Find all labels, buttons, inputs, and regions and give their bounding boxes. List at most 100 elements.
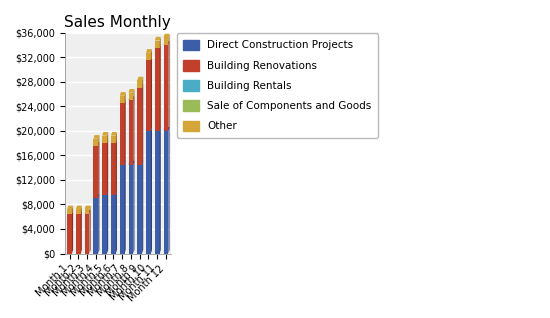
Polygon shape (81, 206, 82, 214)
Polygon shape (111, 132, 117, 136)
Polygon shape (72, 210, 73, 253)
Polygon shape (129, 161, 135, 164)
Polygon shape (67, 206, 73, 209)
Bar (138, 88, 142, 164)
Bar (146, 131, 151, 253)
Bar (76, 214, 81, 253)
Polygon shape (90, 210, 91, 253)
Polygon shape (116, 191, 117, 253)
Bar (146, 60, 151, 131)
Bar (67, 214, 72, 253)
Polygon shape (160, 37, 161, 48)
Polygon shape (94, 142, 100, 146)
Polygon shape (138, 77, 143, 80)
Bar (146, 53, 151, 60)
Polygon shape (111, 139, 117, 143)
Polygon shape (142, 77, 143, 88)
Polygon shape (160, 44, 161, 131)
Polygon shape (129, 89, 135, 93)
Legend: Direct Construction Projects, Building Renovations, Building Rentals, Sale of Co: Direct Construction Projects, Building R… (177, 33, 378, 138)
Polygon shape (120, 161, 126, 164)
Polygon shape (98, 195, 100, 253)
Polygon shape (163, 34, 169, 38)
Bar (94, 139, 98, 146)
Polygon shape (94, 195, 100, 198)
Polygon shape (129, 96, 135, 100)
Polygon shape (116, 132, 117, 143)
Polygon shape (133, 161, 135, 253)
Polygon shape (124, 92, 126, 103)
Polygon shape (155, 127, 161, 131)
Polygon shape (155, 37, 161, 40)
Polygon shape (107, 191, 108, 253)
Bar (138, 80, 142, 88)
Polygon shape (133, 96, 135, 164)
Polygon shape (146, 49, 152, 53)
Bar (138, 164, 142, 253)
Polygon shape (124, 100, 126, 164)
Polygon shape (163, 41, 169, 45)
Polygon shape (168, 127, 169, 253)
Polygon shape (163, 127, 169, 131)
Polygon shape (85, 206, 91, 209)
Bar (129, 100, 133, 164)
Polygon shape (67, 210, 73, 214)
Bar (85, 209, 90, 214)
Polygon shape (160, 127, 161, 253)
Polygon shape (168, 34, 169, 45)
Polygon shape (107, 132, 108, 143)
Polygon shape (98, 135, 100, 146)
Polygon shape (111, 191, 117, 195)
Bar (85, 214, 90, 253)
Polygon shape (120, 92, 126, 96)
Bar (76, 209, 81, 214)
Bar (120, 164, 124, 253)
Bar (111, 143, 116, 195)
Bar (111, 195, 116, 253)
Bar (111, 136, 116, 143)
Bar (129, 164, 133, 253)
Bar (94, 198, 98, 253)
Polygon shape (85, 210, 91, 214)
Bar (102, 143, 107, 195)
Bar (102, 136, 107, 143)
Polygon shape (151, 49, 152, 60)
Polygon shape (81, 210, 82, 253)
Polygon shape (116, 139, 117, 195)
Polygon shape (76, 210, 82, 214)
Polygon shape (102, 139, 108, 143)
Polygon shape (107, 139, 108, 195)
Polygon shape (168, 41, 169, 131)
Bar (67, 209, 72, 214)
Bar (94, 146, 98, 198)
Polygon shape (151, 127, 152, 253)
Polygon shape (138, 84, 143, 88)
Bar (120, 96, 124, 103)
Bar (163, 131, 168, 253)
Bar (129, 93, 133, 100)
Bar (155, 48, 159, 131)
Polygon shape (146, 57, 152, 60)
Polygon shape (138, 161, 143, 164)
Polygon shape (142, 84, 143, 164)
Bar (163, 45, 168, 131)
Polygon shape (133, 89, 135, 100)
Polygon shape (90, 206, 91, 214)
Title: Sales Monthly: Sales Monthly (64, 15, 171, 30)
Polygon shape (151, 57, 152, 131)
Polygon shape (120, 100, 126, 103)
Polygon shape (102, 191, 108, 195)
Polygon shape (94, 135, 100, 139)
Bar (155, 131, 159, 253)
Polygon shape (146, 127, 152, 131)
Polygon shape (72, 206, 73, 214)
Polygon shape (142, 161, 143, 253)
Polygon shape (98, 142, 100, 198)
Bar (120, 103, 124, 164)
Bar (155, 40, 159, 48)
Polygon shape (155, 44, 161, 48)
Bar (163, 38, 168, 45)
Bar (102, 195, 107, 253)
Polygon shape (124, 161, 126, 253)
Polygon shape (76, 206, 82, 209)
